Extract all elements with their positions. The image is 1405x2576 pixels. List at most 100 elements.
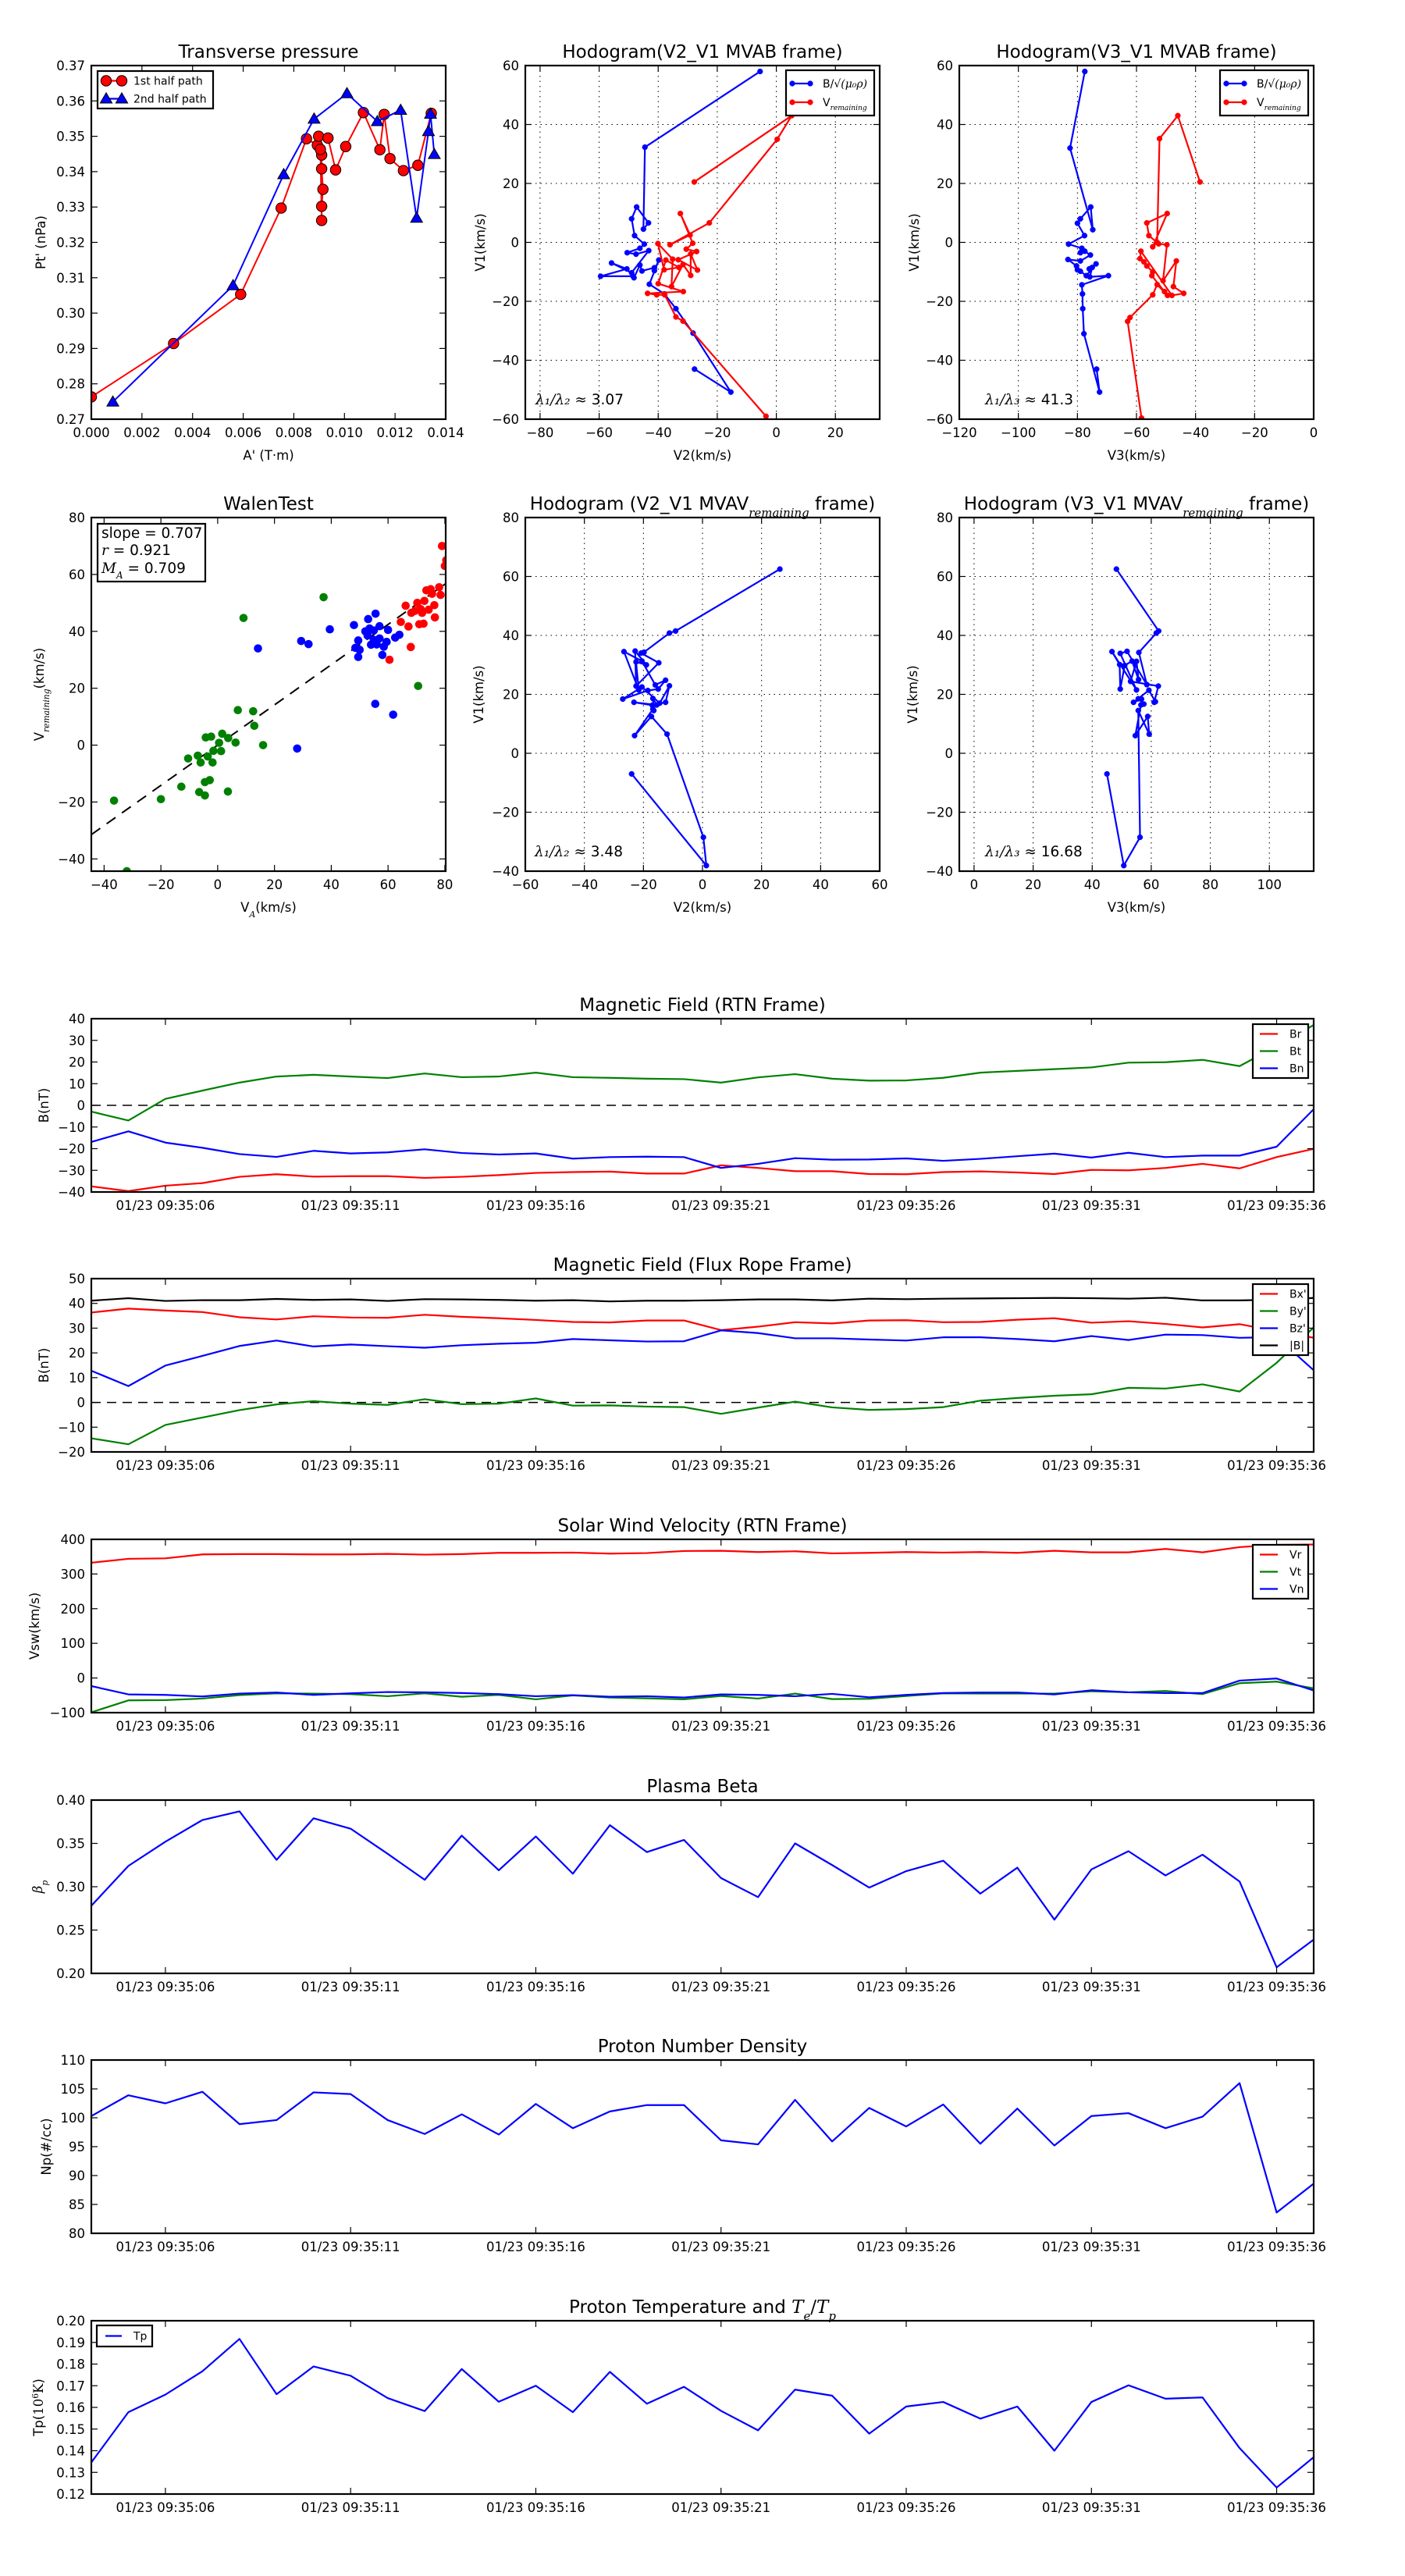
- scatter-point: [413, 599, 422, 607]
- plot-area: [959, 66, 1314, 419]
- y-tick-label: 0.25: [56, 1923, 85, 1938]
- scatter-point: [208, 758, 217, 767]
- data-point: [1144, 219, 1150, 226]
- data-point: [1087, 274, 1093, 280]
- data-point: [637, 262, 643, 269]
- series-0: [620, 566, 783, 869]
- data-point: [1113, 566, 1119, 572]
- data-point: [1082, 68, 1088, 75]
- eigenvalue-ratio-annotation-part: λ₁/λ₂ ≈: [535, 392, 592, 408]
- y-axis-label: B(nT): [37, 1088, 52, 1123]
- y-tick-label: −40: [492, 864, 519, 879]
- data-point: [1105, 272, 1112, 279]
- legend-box: [1218, 69, 1310, 117]
- data-point: [763, 413, 769, 419]
- x-tick-label: 40: [1084, 877, 1101, 892]
- y-tick-label: −10: [58, 1420, 85, 1435]
- data-point-circle: [235, 288, 247, 301]
- data-point: [621, 649, 628, 655]
- x-tick-label: 01/23 09:35:31: [1042, 2240, 1141, 2254]
- chart-title-part: Hodogram (V2_V1 MVAV: [530, 494, 749, 514]
- data-point-circle: [116, 75, 128, 87]
- data-point-triangle: [424, 107, 438, 119]
- y-tick-label: 60: [503, 570, 519, 585]
- data-point: [1150, 244, 1156, 250]
- chart-title: Hodogram (V2_V1 MVAVremaining frame): [530, 494, 875, 520]
- legend: Br Bt Bn: [1251, 1023, 1310, 1080]
- data-point: [631, 275, 637, 281]
- data-point: [1080, 290, 1086, 297]
- legend-entry: Vremaining: [789, 97, 867, 112]
- data-point: [668, 283, 674, 290]
- plot-area: [525, 518, 880, 871]
- scatter-point: [249, 706, 258, 716]
- data-point: [646, 247, 652, 254]
- y-tick-label: 0.33: [56, 200, 85, 215]
- x-tick-label: 01/23 09:35:21: [671, 1719, 770, 1734]
- scatter-point: [385, 655, 394, 664]
- data-point: [1144, 263, 1150, 269]
- x-tick-label: 01/23 09:35:21: [671, 1458, 770, 1473]
- legend-label: Bt: [1289, 1046, 1302, 1059]
- y-tick-label: 400: [61, 1532, 86, 1547]
- scatter-point: [354, 653, 363, 661]
- data-point: [1133, 658, 1140, 664]
- plot-area: [91, 1810, 1314, 1969]
- chart-title-part: p: [828, 2309, 836, 2323]
- data-point-triangle: [115, 91, 129, 104]
- scatter-point: [428, 589, 436, 598]
- y-tick-label: 60: [937, 59, 953, 73]
- x-axis-label: V2(km/s): [674, 900, 731, 915]
- data-point: [1124, 648, 1130, 655]
- data-point: [640, 226, 646, 233]
- x-tick-label: 01/23 09:35:21: [671, 1980, 770, 1994]
- y-axis-label-part: K: [31, 2383, 46, 2393]
- data-point: [1135, 707, 1141, 713]
- legend-entry: Bn: [1260, 1063, 1304, 1076]
- scatter-point: [406, 642, 415, 652]
- data-point: [1117, 686, 1123, 692]
- series-1: [254, 609, 404, 753]
- data-point: [1154, 281, 1161, 288]
- x-tick-label: 01/23 09:35:16: [486, 1980, 585, 1994]
- data-point: [1087, 204, 1094, 210]
- y-tick-label: 0.15: [56, 2422, 85, 2437]
- y-tick-label: 0.20: [56, 2314, 85, 2329]
- y-tick-label: 60: [503, 59, 519, 73]
- chart-title: Proton Temperature and Te/Tp: [569, 2297, 836, 2323]
- data-point: [1108, 649, 1115, 655]
- stats-line-part: A: [116, 570, 123, 581]
- y-tick-label: 20: [937, 688, 953, 703]
- y-tick-label: 100: [61, 1636, 86, 1651]
- y-tick-label: −20: [926, 294, 953, 309]
- y-tick-label: 60: [69, 568, 85, 582]
- data-point: [1138, 248, 1144, 254]
- y-tick-label: −20: [58, 1445, 85, 1460]
- y-tick-label: 300: [61, 1567, 86, 1582]
- data-point: [653, 292, 660, 298]
- chart-title: Solar Wind Velocity (RTN Frame): [557, 1516, 847, 1536]
- chart-hodogram-v2-v1-mvav: −60 −40 −20 0 20 40 60−40−20020406080Hodogram …: [471, 494, 888, 915]
- data-point: [1081, 330, 1087, 337]
- y-axis-label: V1(km/s): [907, 213, 922, 271]
- data-point: [1146, 233, 1152, 239]
- data-point-triangle: [276, 167, 290, 180]
- chart-title-part: /: [810, 2297, 816, 2318]
- y-axis-label-part: β: [30, 1886, 45, 1895]
- data-point: [1144, 713, 1151, 720]
- y-tick-label: 0.13: [56, 2465, 85, 2480]
- y-tick-label: −10: [58, 1120, 85, 1135]
- legend-label-part: B/: [1257, 78, 1268, 91]
- legend-entry: Bz': [1260, 1323, 1306, 1336]
- scatter-point: [325, 624, 334, 634]
- data-point: [706, 219, 713, 226]
- data-point: [677, 210, 684, 217]
- y-tick-label: 0.36: [56, 94, 85, 109]
- data-point: [777, 566, 783, 572]
- x-tick-label: 01/23 09:35:06: [116, 1458, 215, 1473]
- data-point-circle: [100, 75, 112, 87]
- y-axis-label: B(nT): [37, 1348, 52, 1383]
- scatter-point: [209, 746, 218, 756]
- data-point: [692, 366, 698, 372]
- legend-label: Vt: [1289, 1567, 1302, 1579]
